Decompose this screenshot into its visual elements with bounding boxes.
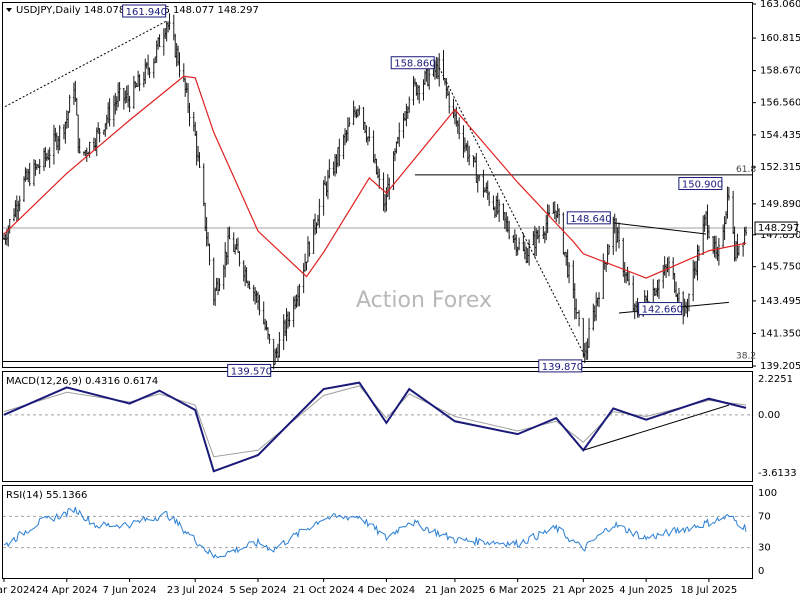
macd-axis-label: -3.6133 bbox=[758, 468, 797, 479]
rsi-title: RSI(14) 55.1366 bbox=[6, 490, 87, 501]
rsi-panel-frame bbox=[2, 485, 753, 579]
price-label-box bbox=[227, 363, 272, 377]
price-axis-label: 152.315 bbox=[760, 162, 800, 173]
current-price-box bbox=[754, 221, 798, 235]
macd-panel-frame bbox=[2, 371, 753, 482]
macd-axis-label: 0.00 bbox=[758, 410, 780, 421]
x-axis-label: 7 Jun 2024 bbox=[103, 585, 157, 596]
price-axis-label: 143.495 bbox=[760, 296, 800, 307]
macd-layer bbox=[3, 381, 752, 473]
x-axis-label: 21 Apr 2025 bbox=[552, 585, 614, 596]
fib-38-2-label: 38.2 bbox=[736, 352, 756, 362]
price-label: 161.940 bbox=[126, 7, 167, 18]
rsi-axis-label: 30 bbox=[758, 543, 771, 554]
x-axis-label: 5 Sep 2024 bbox=[229, 585, 286, 596]
triangle-down-icon[interactable] bbox=[6, 8, 12, 12]
price-axis-label: 147.850 bbox=[760, 230, 800, 241]
moving-average-layer bbox=[3, 75, 747, 279]
current-price-label: 148.297 bbox=[758, 223, 799, 234]
price-axis-label: 145.750 bbox=[760, 262, 800, 273]
price-label-box bbox=[638, 302, 683, 316]
price-axis-label: 156.560 bbox=[760, 98, 800, 109]
price-label: 148.640 bbox=[570, 214, 611, 225]
price-label-box bbox=[538, 359, 583, 373]
price-panel-frame bbox=[2, 2, 753, 368]
macd-trend-line bbox=[583, 404, 730, 451]
trend-line-rise-2024 bbox=[4, 20, 167, 108]
price-label: 142.660 bbox=[642, 305, 683, 316]
price-label-box bbox=[122, 4, 167, 18]
triangle-upper-line bbox=[613, 222, 707, 235]
price-label: 139.870 bbox=[542, 362, 583, 373]
price-label-box bbox=[566, 211, 611, 225]
x-axis-label: 4 Dec 2024 bbox=[358, 585, 416, 596]
price-axis-label: 158.670 bbox=[760, 66, 800, 77]
price-label: 158.860 bbox=[394, 59, 435, 70]
price-axis-label: 141.350 bbox=[760, 328, 800, 339]
price-label: 139.570 bbox=[231, 366, 272, 377]
watermark: Action Forex bbox=[356, 288, 492, 313]
x-axis-label: 21 Oct 2024 bbox=[293, 585, 355, 596]
price-label-box bbox=[678, 177, 723, 191]
moving-average-line bbox=[3, 75, 747, 279]
macd-axis-label: 2.2251 bbox=[758, 374, 793, 385]
rsi-axis-label: 100 bbox=[758, 488, 777, 499]
trend-line-fall-2025 bbox=[438, 67, 586, 357]
price-axis-label: 154.435 bbox=[760, 130, 800, 141]
trend-lines-layer: 61.8 38.2 bbox=[3, 20, 756, 451]
price-labels-layer: 161.940 158.860 148.640 150.900 142.660 139.5… bbox=[122, 4, 723, 377]
price-series-layer bbox=[3, 13, 747, 370]
price-label: 150.900 bbox=[682, 180, 723, 191]
rsi-line bbox=[3, 506, 747, 559]
x-axis-label: 23 Jul 2024 bbox=[167, 585, 224, 596]
price-axis-label: 160.815 bbox=[760, 33, 800, 44]
x-axis-label: 11 Mar 2024 bbox=[0, 585, 36, 596]
macd-line bbox=[3, 381, 747, 473]
x-axis-label: 24 Apr 2024 bbox=[36, 585, 98, 596]
price-axis-label: 163.060 bbox=[760, 0, 800, 10]
price-axis-label: 149.890 bbox=[760, 199, 800, 210]
rsi-layer bbox=[3, 506, 752, 559]
price-axis-label: 139.205 bbox=[760, 361, 800, 372]
x-axis-label: 6 Mar 2025 bbox=[489, 585, 546, 596]
rsi-axis-label: 70 bbox=[758, 511, 771, 522]
panel-frames bbox=[2, 2, 753, 579]
x-axis-label: 21 Jan 2025 bbox=[425, 585, 485, 596]
x-axis-label: 4 Jun 2025 bbox=[619, 585, 673, 596]
price-label-box bbox=[390, 56, 435, 70]
macd-title: MACD(12,26,9) 0.4316 0.6174 bbox=[6, 376, 158, 387]
macd-signal-line bbox=[3, 385, 747, 458]
fib-61-8-label: 61.8 bbox=[736, 165, 756, 175]
rsi-axis-label: 0 bbox=[758, 566, 764, 577]
x-axis-label: 18 Jul 2025 bbox=[681, 585, 738, 596]
